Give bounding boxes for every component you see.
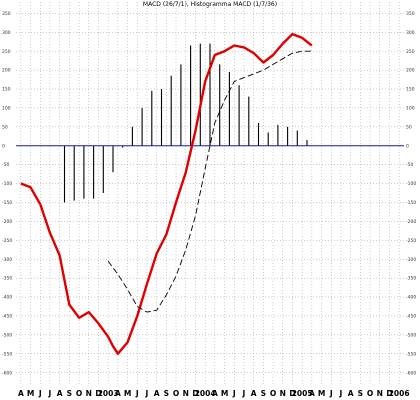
y-tick-label: -300	[406, 257, 416, 263]
y-tick-label: -500	[406, 332, 416, 338]
y-tick-label: -50	[406, 162, 413, 168]
x-tick-label: D	[95, 389, 101, 398]
x-tick-label: O	[270, 389, 276, 398]
y-tick-label: -550	[2, 351, 12, 357]
y-axis-left: 350 300 250 200 150 100 50 0 -50 -100 -150 -200 -250…	[2, 11, 12, 376]
y-tick-label: 300	[406, 30, 415, 36]
y-tick-label: 150	[406, 87, 415, 93]
y-tick-label: -450	[406, 314, 416, 320]
histogram-bars	[63, 43, 308, 203]
x-tick-label: A	[212, 389, 218, 398]
y-tick-label: -250	[2, 238, 12, 244]
series-lines	[20, 32, 313, 355]
signal-line	[107, 50, 312, 313]
x-tick-label: J	[242, 389, 246, 398]
y-tick-label: -600	[2, 370, 12, 376]
x-tick-label: S	[67, 389, 72, 398]
y-tick-label: 350	[406, 11, 415, 17]
x-tick-label: N	[280, 389, 286, 398]
x-tick-label: A	[348, 389, 354, 398]
y-tick-label: 300	[2, 30, 11, 36]
y-tick-label: -250	[406, 238, 416, 244]
x-tick-label: S	[261, 389, 266, 398]
y-tick-label: 150	[2, 87, 11, 93]
x-tick-label: O	[367, 389, 373, 398]
x-tick-label: A	[115, 389, 121, 398]
x-tick-label: M	[27, 389, 34, 398]
y-tick-label: -50	[2, 162, 9, 168]
y-tick-label: -450	[2, 314, 12, 320]
y-tick-label: -150	[2, 200, 12, 206]
y-tick-label: 200	[2, 68, 11, 74]
chart-title: MACD (26/7/1), Histogramma MACD (1/7/36)	[143, 1, 277, 8]
x-tick-label: N	[377, 389, 383, 398]
x-tick-label: S	[358, 389, 363, 398]
y-tick-label: -400	[2, 295, 12, 301]
x-tick-label: J	[232, 389, 236, 398]
x-tick-label: 2006	[389, 389, 410, 398]
y-tick-label: -600	[406, 370, 416, 376]
y-axis-right: 350 300 250 200 150 100 50 0 -50 -100 -150 -200 -250…	[406, 11, 416, 376]
x-tick-label: A	[154, 389, 160, 398]
y-tick-label: 250	[406, 49, 415, 55]
x-tick-label: A	[57, 389, 63, 398]
y-tick-label: 350	[2, 11, 11, 17]
x-tick-label: O	[76, 389, 82, 398]
y-tick-label: 0	[2, 143, 5, 149]
x-tick-label: J	[135, 389, 139, 398]
y-tick-label: 50	[2, 124, 8, 130]
x-tick-label: J	[48, 389, 52, 398]
x-tick-label: 2004	[195, 389, 216, 398]
y-tick-label: 50	[406, 124, 412, 130]
y-tick-label: -550	[406, 351, 416, 357]
x-tick-label: J	[329, 389, 333, 398]
x-tick-label: M	[124, 389, 131, 398]
macd-line	[20, 32, 313, 355]
y-tick-label: 200	[406, 68, 415, 74]
x-tick-label: J	[145, 389, 149, 398]
y-tick-label: 100	[2, 106, 11, 112]
x-tick-label: M	[318, 389, 325, 398]
y-tick-label: -300	[2, 257, 12, 263]
y-tick-label: 0	[406, 143, 409, 149]
y-tick-label: -500	[2, 332, 12, 338]
x-tick-label: S	[164, 389, 169, 398]
x-tick-label: N	[183, 389, 189, 398]
y-tick-label: -100	[406, 181, 416, 187]
x-tick-label: A	[309, 389, 315, 398]
vertical-gridlines	[20, 2, 400, 384]
x-tick-label: N	[86, 389, 92, 398]
y-tick-label: -200	[406, 219, 416, 225]
x-tick-label: D	[192, 389, 198, 398]
x-tick-label: A	[251, 389, 257, 398]
y-tick-label: -100	[2, 181, 12, 187]
x-tick-label: D	[289, 389, 295, 398]
x-tick-label: 2005	[292, 389, 313, 398]
x-tick-label: M	[221, 389, 228, 398]
y-tick-label: 100	[406, 106, 415, 112]
y-tick-label: -400	[406, 295, 416, 301]
y-tick-label: -150	[406, 200, 416, 206]
y-tick-label: -350	[406, 276, 416, 282]
x-tick-label: 2003	[98, 389, 119, 398]
x-tick-label: D	[386, 389, 392, 398]
x-tick-label: J	[339, 389, 343, 398]
y-tick-label: 250	[2, 49, 11, 55]
x-tick-label: A	[18, 389, 24, 398]
x-tick-label: J	[38, 389, 42, 398]
x-tick-label: O	[173, 389, 179, 398]
y-tick-label: -200	[2, 219, 12, 225]
y-tick-label: -350	[2, 276, 12, 282]
